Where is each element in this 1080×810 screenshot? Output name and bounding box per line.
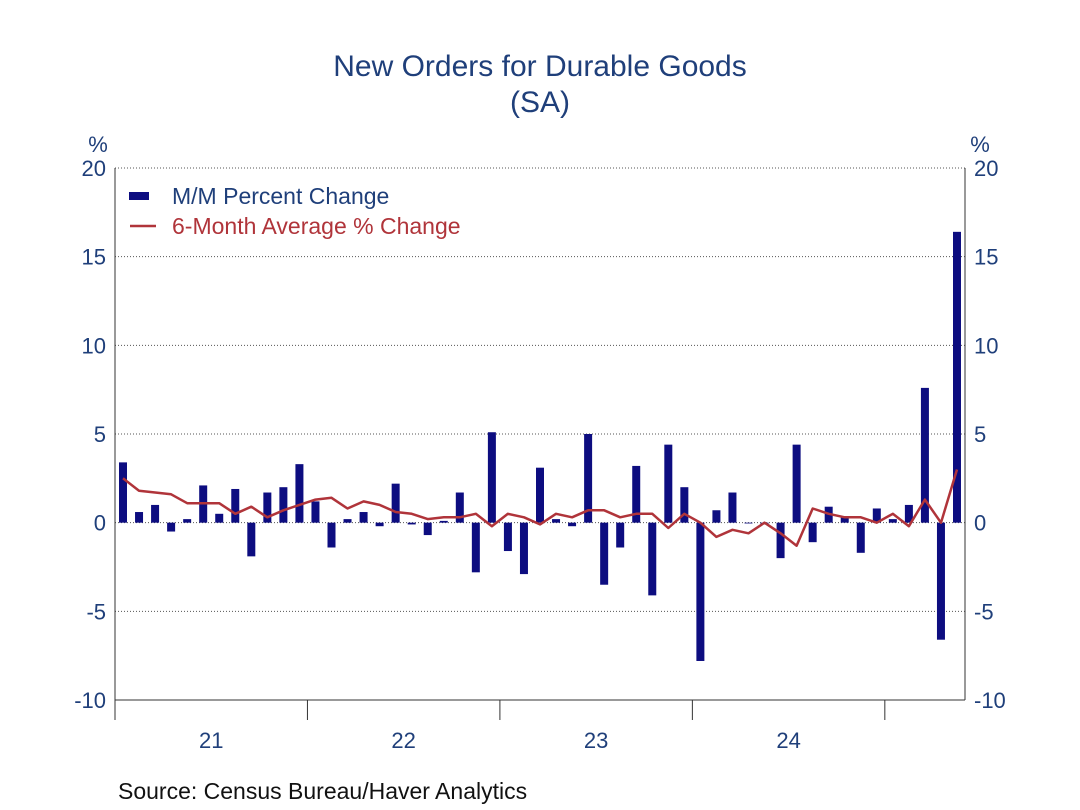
legend: M/M Percent Change 6-Month Average % Cha… (129, 183, 461, 239)
bar (953, 231, 961, 523)
bar (936, 522, 945, 640)
bar (920, 387, 929, 523)
bar (632, 465, 641, 523)
y-tick-label-left: 10 (82, 333, 106, 358)
bar (375, 522, 384, 527)
y-tick-label-right: -10 (974, 688, 1006, 713)
y-axis-left: 20 15 10 5 0 -5 -10 (74, 156, 106, 713)
y-tick-label-right: 15 (974, 245, 998, 270)
y-tick-label-right: 5 (974, 422, 986, 447)
bar (600, 522, 609, 585)
bar (471, 522, 480, 573)
bar (584, 434, 593, 523)
bar (183, 519, 192, 523)
chart: New Orders for Durable Goods (SA) % % 20… (74, 50, 1006, 753)
x-tick-label: 23 (584, 728, 608, 753)
line-series (122, 469, 959, 547)
x-tick-label: 21 (199, 728, 223, 753)
bar (712, 510, 721, 523)
y-tick-label-left: -5 (86, 599, 106, 624)
bar (119, 462, 127, 523)
legend-label-line: 6-Month Average % Change (172, 213, 461, 239)
y-tick-label-left: -10 (74, 688, 106, 713)
x-tick-label: 24 (776, 728, 800, 753)
bar (135, 512, 144, 523)
bar (423, 522, 432, 536)
bar (648, 522, 657, 596)
bar (536, 467, 544, 523)
chart-title: New Orders for Durable Goods (333, 50, 747, 83)
bar (503, 522, 512, 552)
bar (311, 501, 320, 523)
bar (664, 444, 673, 523)
y-tick-label-left: 15 (82, 245, 106, 270)
bar (279, 487, 288, 523)
legend-label-bars: M/M Percent Change (172, 183, 389, 209)
bar (744, 522, 753, 524)
bar (263, 492, 272, 523)
y-axis-right: 20 15 10 5 0 -5 -10 (974, 156, 1006, 713)
line-series-path (122, 469, 959, 547)
x-axis: 21 22 23 24 (114, 168, 966, 753)
bar (359, 512, 368, 523)
source-note: Source: Census Bureau/Haver Analytics (118, 778, 528, 804)
bar-series (119, 231, 961, 661)
y-tick-label-left: 5 (94, 422, 106, 447)
bar (151, 504, 160, 523)
legend-swatch-bars (129, 192, 149, 200)
y-unit-left: % (88, 132, 108, 157)
bar (888, 519, 897, 523)
bar (680, 487, 689, 523)
y-tick-label-right: -5 (974, 599, 994, 624)
bar (295, 464, 304, 523)
x-tick-label: 22 (391, 728, 415, 753)
bar (728, 492, 737, 523)
bar (904, 504, 913, 523)
bar (343, 519, 352, 523)
bar (696, 522, 705, 661)
bar (568, 522, 577, 527)
y-tick-label-right: 20 (974, 156, 998, 181)
bar (327, 522, 336, 548)
bar (407, 522, 416, 525)
bar (856, 522, 865, 553)
y-tick-label-right: 10 (974, 333, 998, 358)
y-tick-label-right: 0 (974, 511, 986, 536)
bar (247, 522, 256, 557)
y-tick-label-left: 20 (82, 156, 106, 181)
bar (391, 483, 400, 523)
bar (776, 522, 785, 559)
bar (167, 522, 176, 532)
bar (455, 492, 464, 523)
bar (840, 517, 849, 523)
bar (872, 508, 881, 523)
y-tick-label-left: 0 (94, 511, 106, 536)
bar (792, 444, 801, 523)
grid (115, 167, 965, 612)
bar (487, 432, 496, 523)
bar (808, 522, 817, 543)
bar (215, 513, 224, 523)
chart-subtitle: (SA) (510, 86, 570, 119)
bar (231, 488, 240, 523)
bar (439, 520, 448, 523)
bar (519, 522, 528, 575)
bar (616, 522, 625, 548)
y-unit-right: % (970, 132, 990, 157)
bar (552, 519, 561, 523)
